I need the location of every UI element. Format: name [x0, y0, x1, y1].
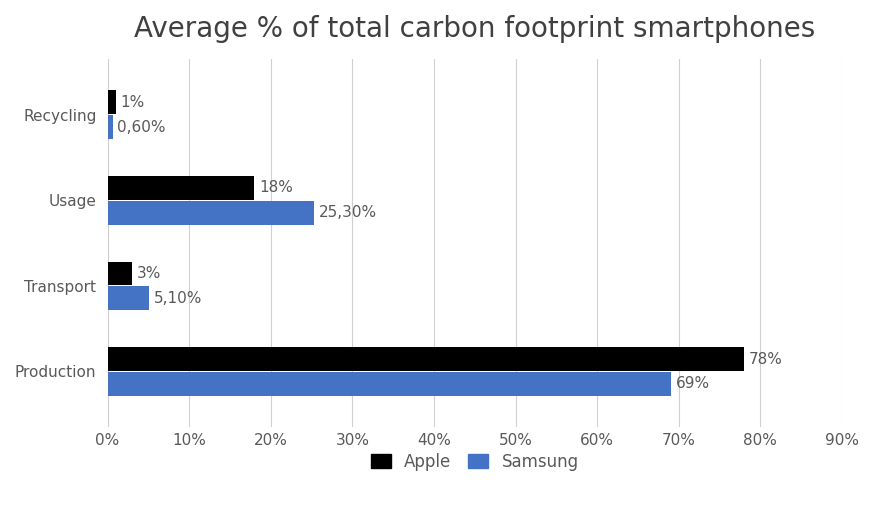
Text: 3%: 3% [137, 266, 162, 281]
Bar [108, 201, 314, 225]
Text: 5,10%: 5,10% [154, 291, 203, 306]
Text: 1%: 1% [121, 95, 145, 110]
Bar [108, 115, 113, 139]
Bar [108, 372, 670, 396]
Bar [108, 176, 254, 200]
Bar [108, 262, 132, 286]
Text: 78%: 78% [749, 352, 783, 366]
Bar [108, 347, 744, 371]
Text: 0,60%: 0,60% [117, 119, 166, 135]
Bar [108, 286, 149, 310]
Legend: Apple, Samsung: Apple, Samsung [364, 446, 586, 477]
Bar [108, 90, 115, 114]
Title: Average % of total carbon footprint smartphones: Average % of total carbon footprint smar… [135, 15, 815, 43]
Text: 25,30%: 25,30% [319, 205, 377, 220]
Text: 18%: 18% [260, 181, 294, 195]
Text: 69%: 69% [676, 376, 710, 391]
